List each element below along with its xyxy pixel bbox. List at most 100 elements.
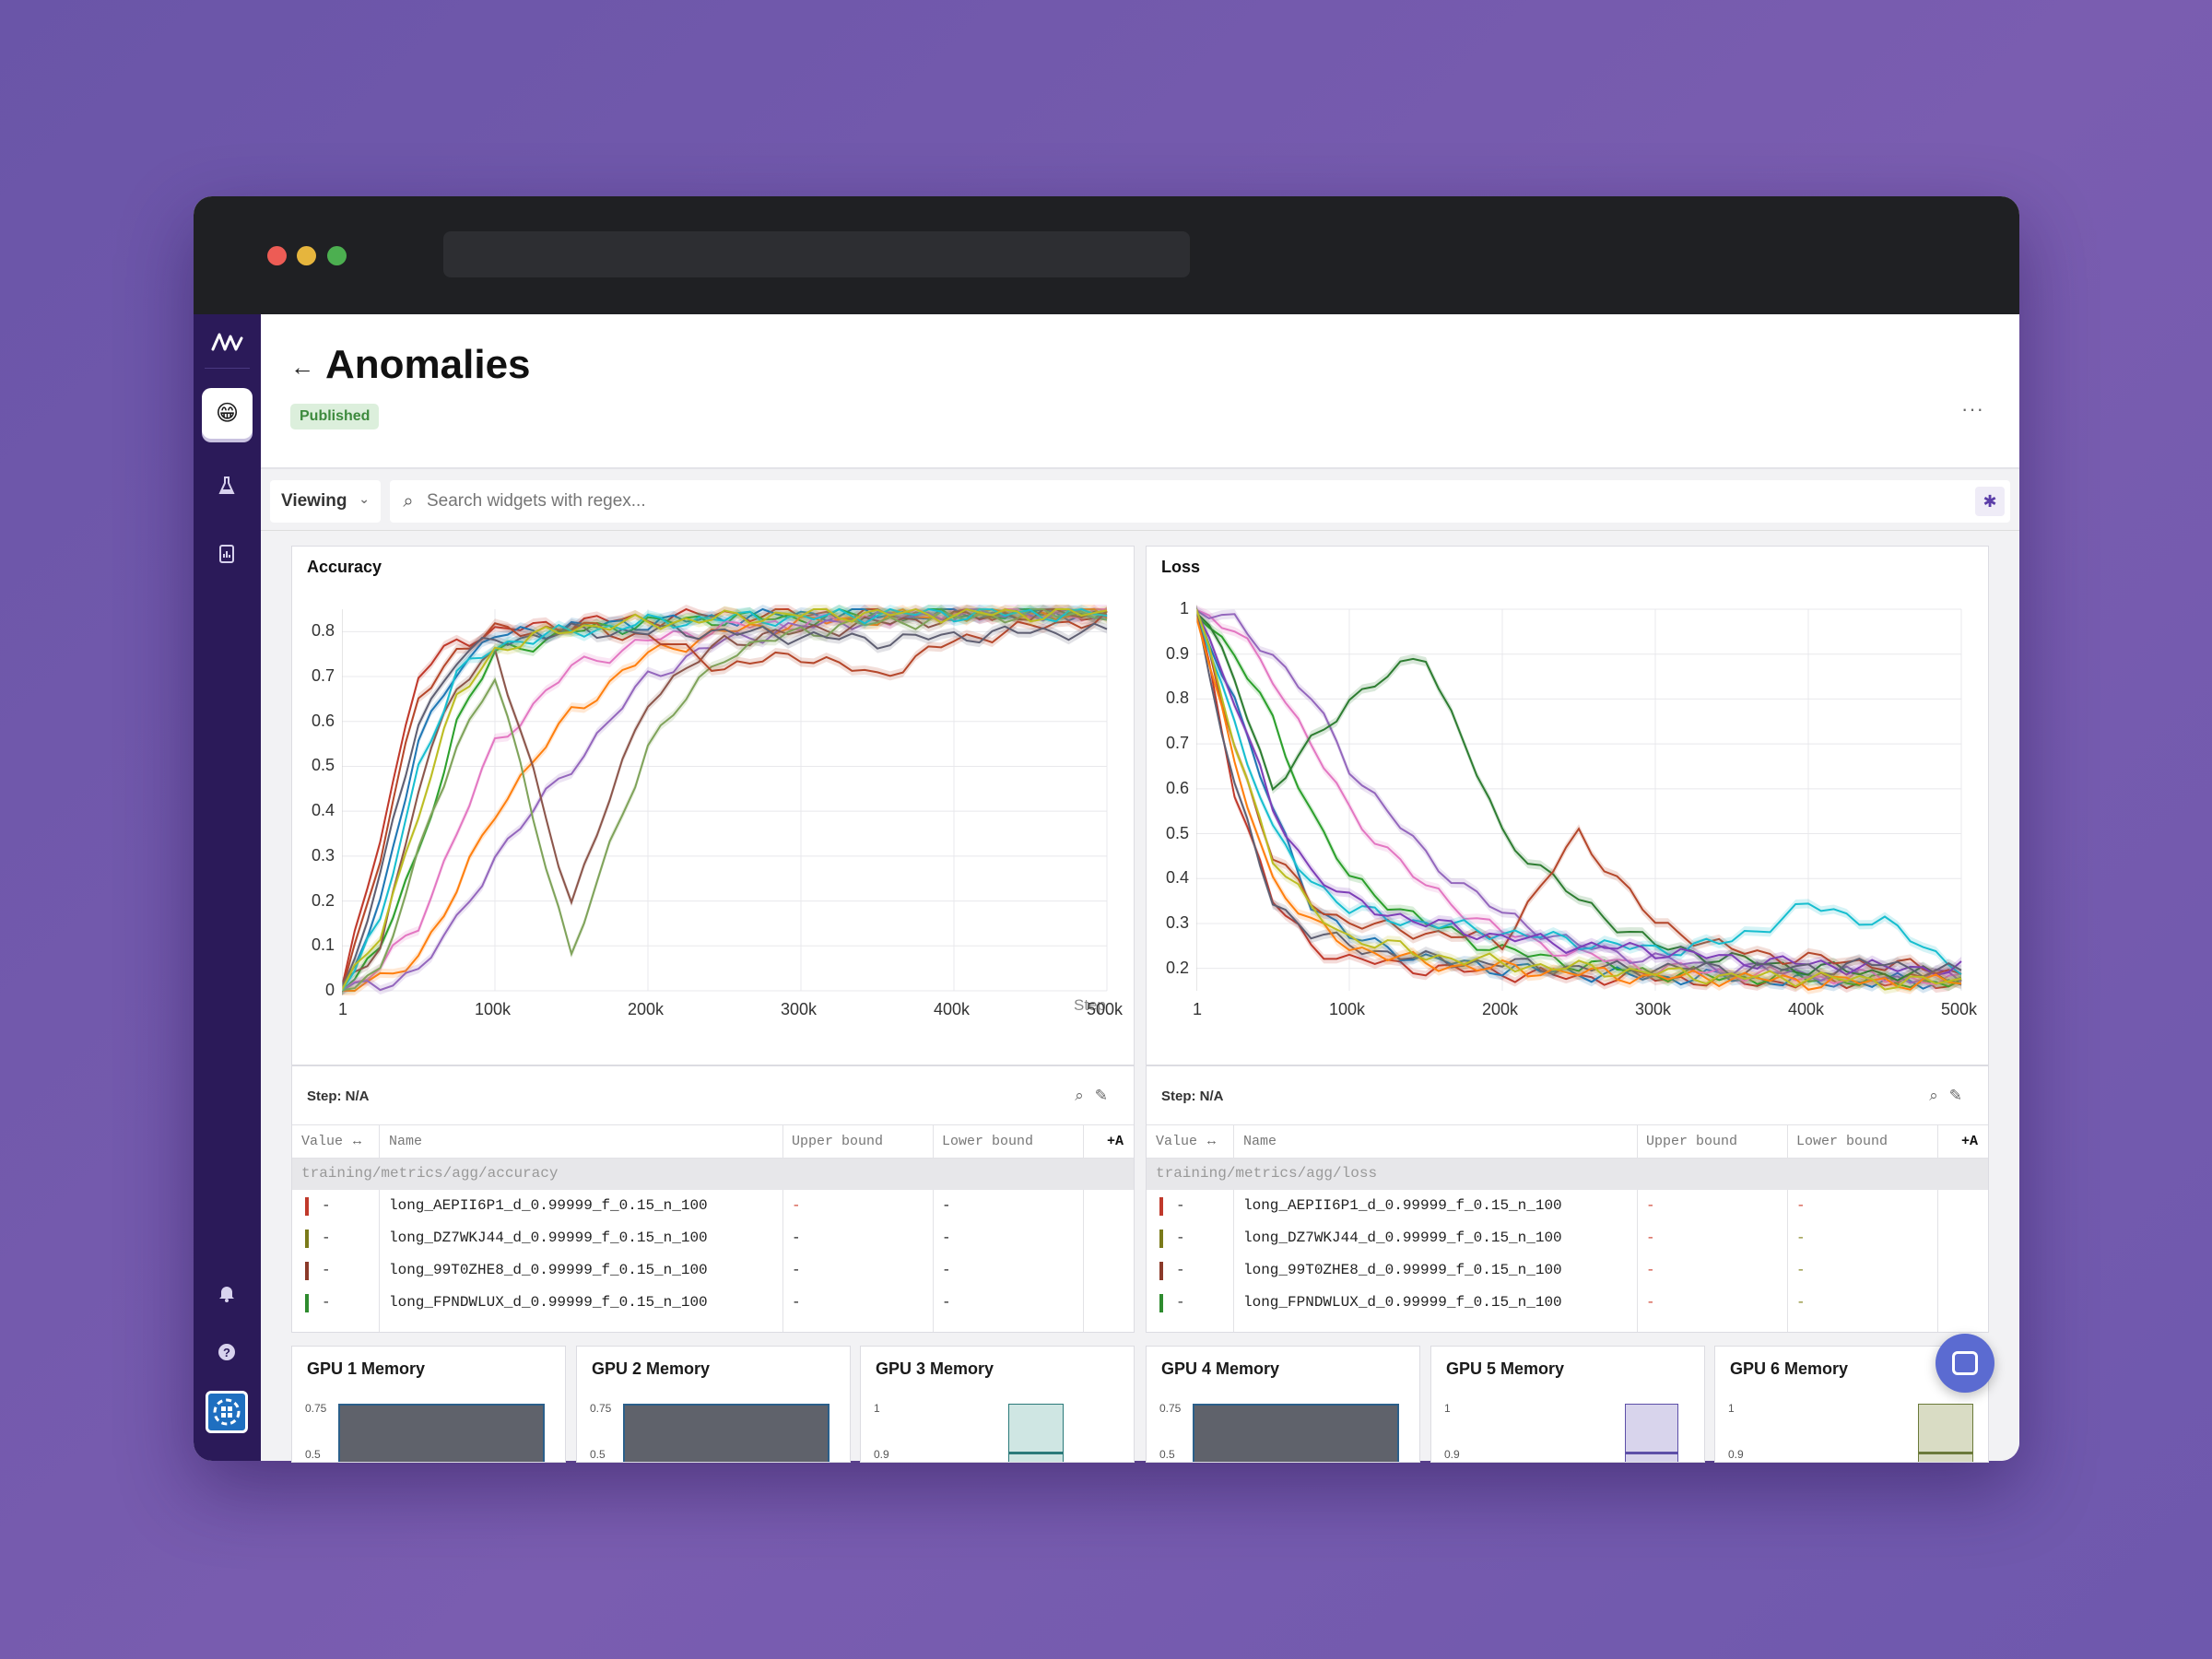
search-icon[interactable]: ⌕: [1929, 1087, 1949, 1104]
x-tick-label: 400k: [933, 1000, 971, 1018]
series-line[interactable]: [342, 610, 1108, 992]
series-band: [1196, 605, 1961, 982]
legend-row[interactable]: - long_DZ7WKJ44_d_0.99999_f_0.15_n_100 - -: [1147, 1222, 1988, 1254]
legend-row[interactable]: - long_AEPII6P1_d_0.99999_f_0.15_n_100 - -: [292, 1190, 1134, 1222]
step-indicator: Step: N/A: [307, 1088, 370, 1104]
name-cell: long_DZ7WKJ44_d_0.99999_f_0.15_n_100: [389, 1230, 708, 1246]
metric-group-row[interactable]: training/metrics/agg/accuracy: [292, 1159, 1134, 1190]
series-line[interactable]: [342, 607, 1108, 991]
memory-usage-line: [1625, 1452, 1678, 1454]
chevron-down-icon: ⌄: [359, 491, 370, 506]
upper-bound-cell: -: [1646, 1294, 1655, 1311]
accuracy-plot[interactable]: [342, 602, 1116, 1018]
value-cell: -: [1176, 1230, 1185, 1246]
search-input[interactable]: [427, 491, 1901, 512]
gpu-memory-chart-panel[interactable]: GPU 1 Memory 0.75 0.5: [291, 1346, 566, 1463]
legend-row[interactable]: - long_99T0ZHE8_d_0.99999_f_0.15_n_100 - -: [1147, 1254, 1988, 1287]
series-line[interactable]: [342, 607, 1108, 992]
bell-icon[interactable]: [216, 1282, 238, 1304]
column-divider: [379, 1125, 380, 1332]
add-column-button[interactable]: +A: [1107, 1134, 1124, 1149]
maximize-window-button[interactable]: [327, 246, 347, 265]
y-tick-label: 0.3: [1165, 912, 1189, 932]
chat-support-button[interactable]: [1936, 1334, 1994, 1393]
page-title: Anomalies: [325, 342, 531, 387]
back-arrow-icon[interactable]: ←: [290, 353, 314, 381]
value-cell: -: [322, 1294, 331, 1311]
x-tick-label: 300k: [1634, 1000, 1672, 1018]
y-tick-label: 0.1: [311, 935, 335, 955]
view-mode-select[interactable]: Viewing ⌄: [270, 480, 381, 523]
series-band: [1196, 606, 1961, 988]
legend-row[interactable]: - long_FPNDWLUX_d_0.99999_f_0.15_n_100 - -: [1147, 1287, 1988, 1319]
value-cell: -: [322, 1230, 331, 1246]
close-window-button[interactable]: [267, 246, 287, 265]
series-line[interactable]: [1196, 612, 1962, 983]
column-header[interactable]: Name: [389, 1134, 423, 1149]
column-header[interactable]: Upper bound: [792, 1134, 884, 1149]
gpu-memory-chart-panel[interactable]: GPU 3 Memory 1 0.9: [860, 1346, 1135, 1463]
search-icon[interactable]: ⌕: [1075, 1087, 1095, 1104]
y-tick-label: 0.9: [1165, 643, 1189, 663]
x-tick-label: 100k: [474, 1000, 512, 1018]
value-cell: -: [1176, 1197, 1185, 1214]
legend-columns: Value ↔ Name Upper bound Lower bound +A: [1147, 1125, 1988, 1159]
series-line[interactable]: [1196, 616, 1962, 991]
legend-row[interactable]: - long_DZ7WKJ44_d_0.99999_f_0.15_n_100 - -: [292, 1222, 1134, 1254]
series-line[interactable]: [342, 608, 1108, 992]
series-line[interactable]: [342, 622, 1108, 990]
series-line[interactable]: [1196, 608, 1962, 990]
project-avatar[interactable]: 😁: [202, 388, 253, 439]
pin-icon[interactable]: ✎: [1948, 1087, 1973, 1104]
series-line[interactable]: [1196, 608, 1962, 986]
column-header[interactable]: Lower bound: [942, 1134, 1034, 1149]
address-bar[interactable]: [443, 231, 1190, 277]
workspace-app-icon[interactable]: [206, 1391, 248, 1433]
legend-row[interactable]: - long_FPNDWLUX_d_0.99999_f_0.15_n_100 - -: [292, 1287, 1134, 1319]
memory-usage-line: [1008, 1452, 1064, 1454]
series-line[interactable]: [1196, 608, 1962, 991]
series-line[interactable]: [1196, 611, 1962, 977]
loss-legend-table: Step: N/A ⌕✎ Value ↔ Name Upper bound Lower bo…: [1146, 1065, 1989, 1333]
series-line[interactable]: [342, 607, 1108, 983]
y-tick-label: 0.9: [1728, 1448, 1744, 1461]
legend-row[interactable]: - long_99T0ZHE8_d_0.99999_f_0.15_n_100 - -: [292, 1254, 1134, 1287]
column-resize-icon[interactable]: ↔: [1207, 1134, 1217, 1149]
series-line[interactable]: [1196, 608, 1962, 976]
column-header[interactable]: Value: [301, 1134, 344, 1149]
pin-icon[interactable]: ✎: [1094, 1087, 1119, 1104]
widget-search[interactable]: ⌕ ✱: [390, 480, 2010, 523]
series-line[interactable]: [1196, 615, 1962, 989]
column-header[interactable]: Lower bound: [1796, 1134, 1888, 1149]
regex-toggle-icon[interactable]: ✱: [1975, 487, 2005, 516]
column-header[interactable]: Name: [1243, 1134, 1277, 1149]
upper-bound-cell: -: [792, 1294, 801, 1311]
column-divider: [933, 1125, 934, 1332]
app-logo-icon[interactable]: [210, 329, 245, 357]
legend-row[interactable]: - long_AEPII6P1_d_0.99999_f_0.15_n_100 - -: [1147, 1190, 1988, 1222]
gpu-memory-chart-panel[interactable]: GPU 5 Memory 1 0.9: [1430, 1346, 1705, 1463]
gpu-memory-chart-panel[interactable]: GPU 2 Memory 0.75 0.5: [576, 1346, 851, 1463]
loss-plot[interactable]: [1196, 602, 1971, 1018]
help-icon[interactable]: ?: [216, 1341, 238, 1363]
flask-icon[interactable]: [216, 475, 238, 497]
more-options-button[interactable]: ···: [1961, 397, 1984, 420]
column-header[interactable]: Value: [1156, 1134, 1198, 1149]
chart-title: GPU 2 Memory: [592, 1359, 711, 1378]
series-line[interactable]: [1196, 608, 1962, 975]
step-indicator: Step: N/A: [1161, 1088, 1224, 1104]
y-tick-label: 0.5: [305, 1448, 321, 1461]
report-icon[interactable]: [216, 543, 238, 565]
series-line[interactable]: [1196, 608, 1962, 990]
column-header[interactable]: Upper bound: [1646, 1134, 1738, 1149]
minimize-window-button[interactable]: [297, 246, 316, 265]
metric-group-row[interactable]: training/metrics/agg/loss: [1147, 1159, 1988, 1190]
chart-title: GPU 3 Memory: [876, 1359, 994, 1378]
series-line[interactable]: [1196, 608, 1962, 979]
legend-actions: ⌕✎: [1075, 1087, 1119, 1105]
column-resize-icon[interactable]: ↔: [353, 1134, 362, 1149]
add-column-button[interactable]: +A: [1961, 1134, 1979, 1149]
gpu-memory-chart-panel[interactable]: GPU 4 Memory 0.75 0.5: [1146, 1346, 1420, 1463]
x-tick-label: 1: [1193, 1000, 1203, 1018]
series-line[interactable]: [1196, 609, 1962, 984]
